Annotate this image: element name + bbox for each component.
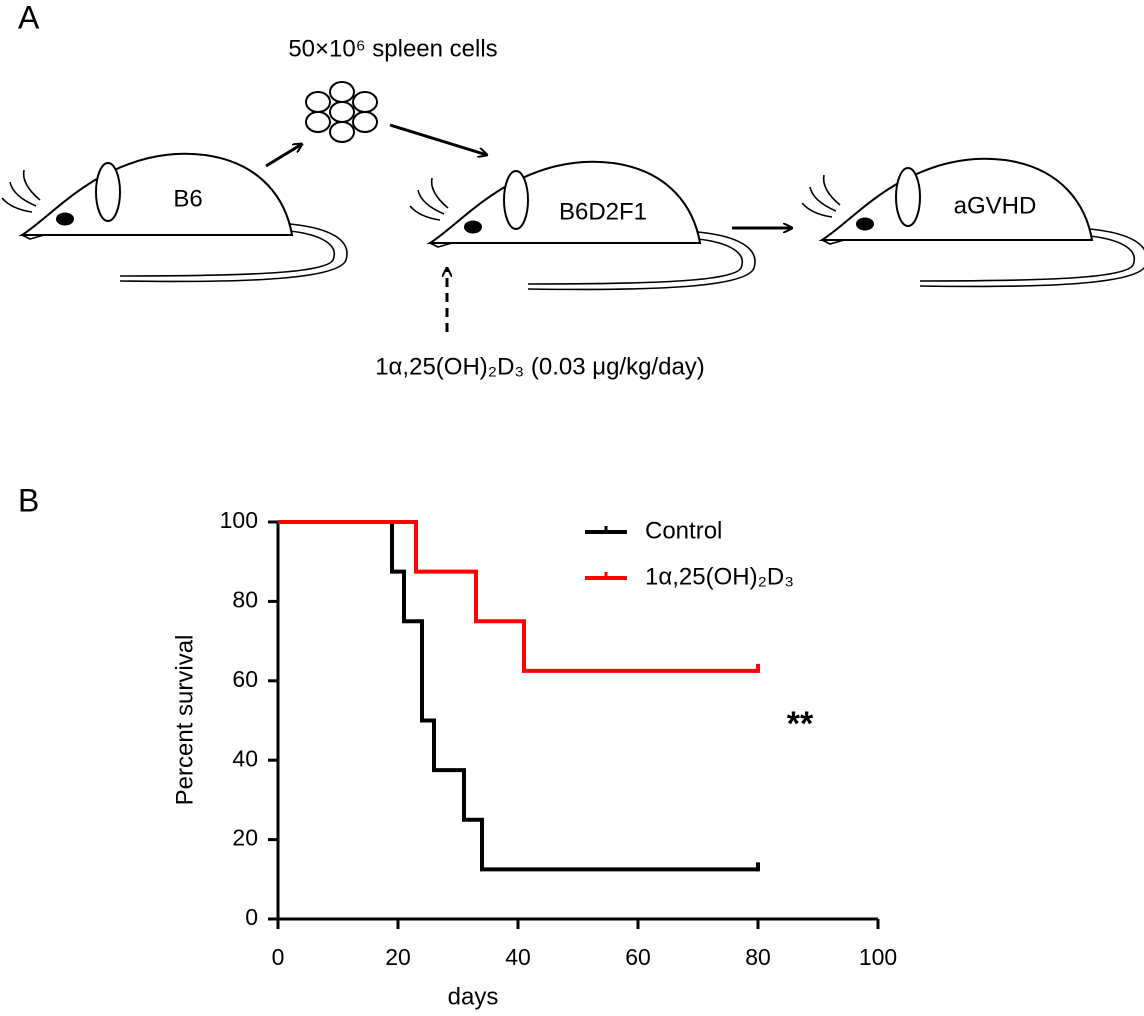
legend-label: 1α,25(OH)₂D₃ (645, 563, 794, 590)
y-tick-label: 0 (245, 904, 258, 930)
mouse (801, 157, 1144, 288)
x-tick-label: 20 (385, 944, 411, 970)
mouse-label: aGVHD (954, 192, 1037, 219)
x-tick-label: 40 (505, 944, 531, 970)
panel-label: A (18, 0, 40, 35)
y-tick-label: 100 (220, 507, 258, 533)
y-tick-label: 80 (232, 586, 258, 612)
mouse (409, 160, 756, 291)
treatment-label: 1α,25(OH)₂D₃ (0.03 μg/kg/day) (375, 353, 705, 380)
y-tick-label: 40 (232, 745, 258, 771)
y-tick-label: 60 (232, 666, 258, 692)
chart: 0 20 40 60 80 100 0 20 40 60 80 100 days Percent surv… (171, 507, 897, 1010)
x-tick-label: 0 (272, 944, 285, 970)
y-tick-label: 20 (232, 825, 258, 851)
legend-label: Control (645, 517, 722, 544)
annotation: ** (787, 705, 814, 743)
mouse-label: B6D2F1 (559, 198, 647, 225)
cells-label: 50×10⁶ spleen cells (288, 35, 497, 62)
x-tick-label: 100 (859, 944, 897, 970)
survival-line (278, 520, 758, 673)
mouse-label: B6 (173, 185, 202, 212)
cells (305, 81, 378, 143)
survival-line (278, 520, 758, 872)
mouse (1, 152, 348, 283)
x-tick-label: 80 (745, 944, 771, 970)
x-tick-label: 60 (625, 944, 651, 970)
arrows (265, 123, 792, 332)
panel-label: B (18, 482, 39, 518)
y-axis-label: Percent survival (171, 635, 198, 806)
x-axis-label: days (448, 983, 499, 1010)
